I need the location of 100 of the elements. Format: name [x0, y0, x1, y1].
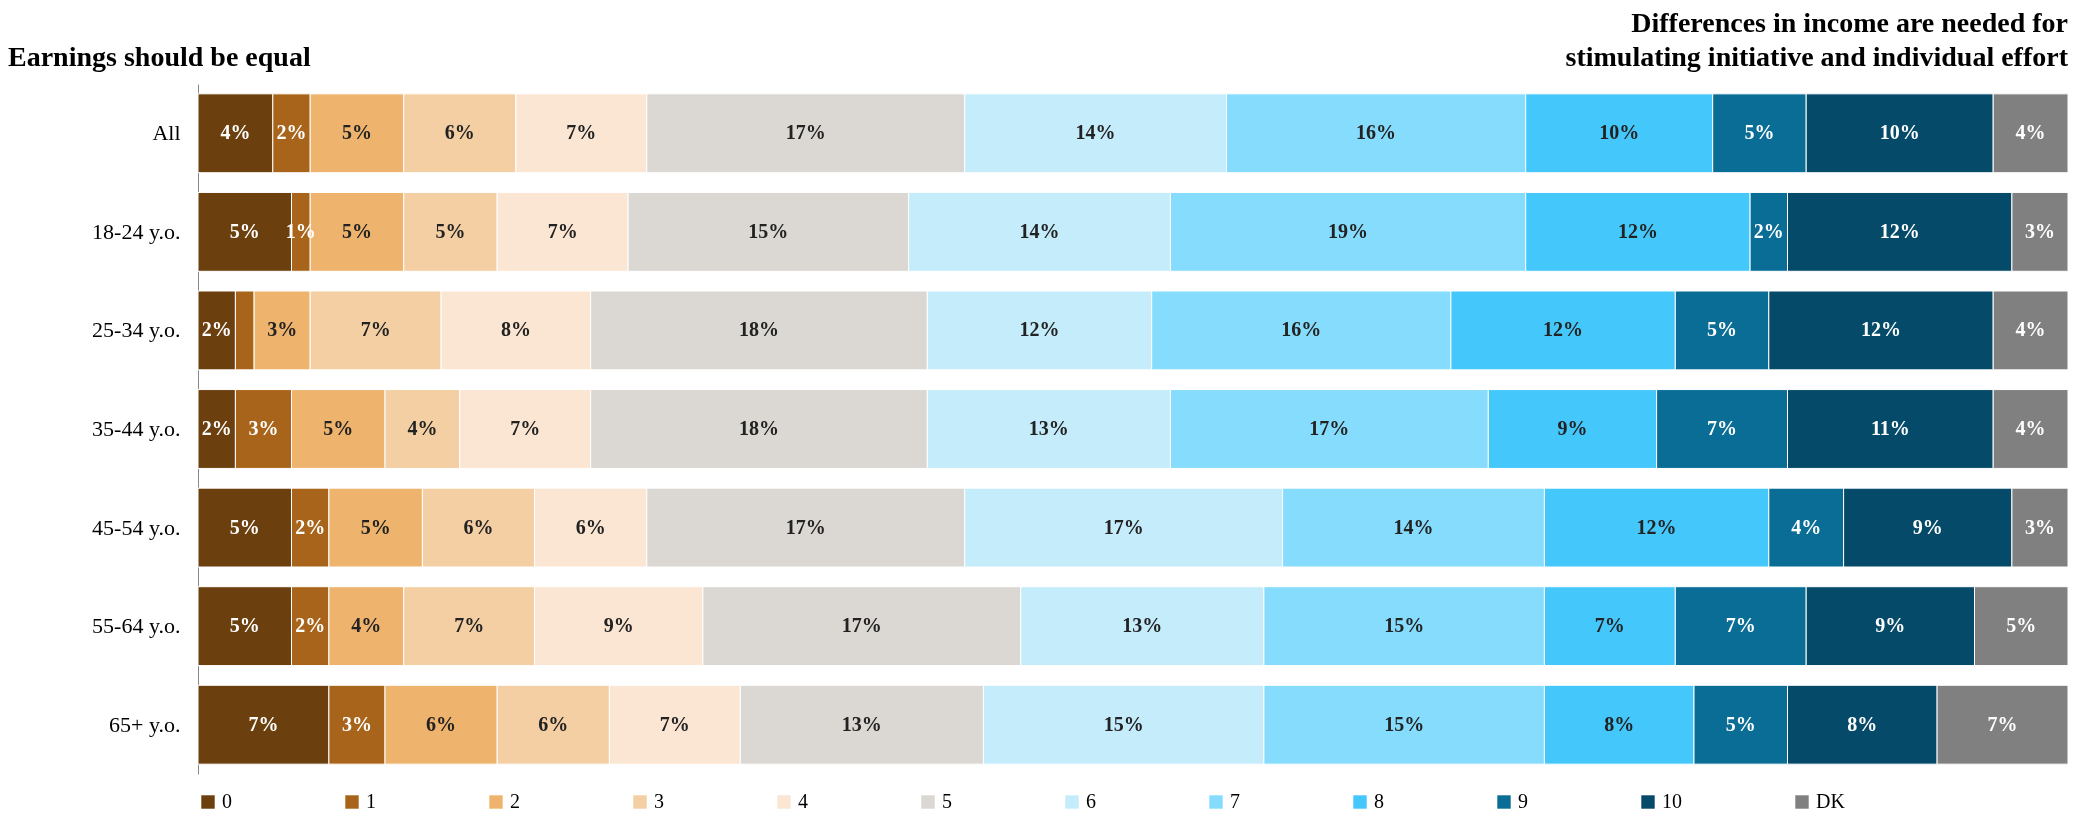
- data-label: 8%: [1604, 712, 1635, 735]
- legend-label: 4: [798, 790, 808, 812]
- data-label: 12%: [1879, 219, 1920, 242]
- data-label: 5%: [323, 417, 354, 439]
- data-label: 7%: [1594, 614, 1625, 637]
- data-label: 6%: [426, 712, 457, 735]
- data-label: 6%: [538, 712, 569, 735]
- y-tick-label: 35-44 y.o.: [92, 416, 181, 441]
- data-label: 15%: [748, 219, 789, 242]
- data-label: 3%: [2024, 219, 2055, 242]
- data-label: 5%: [435, 219, 466, 242]
- data-label: 17%: [1103, 515, 1144, 538]
- data-label: 13%: [841, 712, 882, 735]
- data-label: 18%: [739, 417, 779, 439]
- data-label: 2%: [295, 614, 326, 637]
- data-label: 7%: [248, 712, 279, 735]
- data-label: 2%: [295, 515, 326, 538]
- text: Differences in income are needed for stimulating initiative and individual effort: [1565, 7, 2069, 72]
- data-label: 5%: [229, 614, 260, 637]
- data-label: 10%: [1599, 121, 1640, 144]
- data-label: 5%: [341, 219, 372, 242]
- data-label: 7%: [1707, 417, 1738, 439]
- data-label: 6%: [444, 121, 475, 144]
- data-label: 14%: [1075, 121, 1116, 144]
- data-label: 5%: [229, 515, 260, 538]
- legend-label: 7: [1230, 790, 1240, 812]
- data-label: 2%: [1753, 219, 1784, 242]
- data-label: 17%: [1309, 417, 1350, 439]
- data-label: 13%: [1028, 417, 1069, 439]
- legend-label: DK: [1816, 790, 1846, 812]
- y-tick-label: All: [152, 120, 181, 146]
- legend-label: 10: [1662, 790, 1682, 812]
- data-label: 2%: [276, 121, 307, 144]
- data-label: 17%: [785, 515, 826, 538]
- legend-label: 5: [942, 790, 952, 812]
- data-label: 3%: [2024, 515, 2055, 538]
- text: Earnings should be equal: [8, 41, 311, 72]
- data-label: 4%: [2015, 121, 2046, 144]
- data-label: 12%: [1019, 318, 1060, 341]
- data-label: 12%: [1636, 515, 1677, 538]
- data-label: 10%: [1879, 121, 1920, 144]
- data-label: 2%: [201, 417, 232, 439]
- legend-label: 1: [366, 790, 376, 812]
- data-label: 5%: [1725, 712, 1756, 735]
- data-label: 7%: [510, 417, 541, 439]
- data-label: 15%: [1384, 712, 1425, 735]
- y-tick-label: 55-64 y.o.: [92, 613, 181, 639]
- legend-label: 6: [1086, 790, 1096, 812]
- data-label: 8%: [500, 318, 531, 341]
- legend-label: 8: [1374, 790, 1384, 812]
- data-label: 7%: [566, 121, 597, 144]
- data-label: 7%: [1987, 712, 2018, 735]
- data-label: 5%: [2006, 614, 2037, 637]
- data-label: 7%: [360, 318, 391, 341]
- y-tick-label: 18-24 y.o.: [92, 218, 181, 244]
- data-label: 7%: [454, 614, 485, 637]
- data-label: 5%: [341, 121, 372, 144]
- data-label: 14%: [1393, 515, 1434, 538]
- data-label: 5%: [1744, 121, 1775, 144]
- legend-label: 9: [1518, 790, 1528, 812]
- data-label: 7%: [1725, 614, 1756, 637]
- data-label: 7%: [547, 219, 578, 242]
- data-label: 4%: [220, 121, 251, 144]
- data-label: 4%: [2015, 318, 2046, 341]
- data-label: 4%: [1791, 515, 1822, 538]
- data-label: 3%: [341, 712, 372, 735]
- legend-label: 2: [510, 790, 520, 812]
- y-tick-label: 65+ y.o.: [109, 711, 181, 737]
- data-label: 18%: [739, 318, 779, 341]
- data-label: 2%: [201, 318, 232, 341]
- data-label: 6%: [575, 515, 606, 538]
- data-label: 4%: [407, 417, 438, 439]
- data-label: 12%: [1543, 318, 1584, 341]
- data-label: 5%: [229, 219, 260, 242]
- data-label: 6%: [463, 515, 494, 538]
- data-label: 19%: [1328, 219, 1369, 242]
- legend-label: 3: [654, 790, 664, 812]
- data-label: 13%: [1122, 614, 1163, 637]
- data-label: 4%: [351, 614, 382, 637]
- data-label: 3%: [248, 417, 279, 439]
- data-label: 5%: [1707, 318, 1738, 341]
- data-label: 16%: [1281, 318, 1322, 341]
- data-label: 15%: [1103, 712, 1144, 735]
- legend-label: 0: [222, 790, 232, 812]
- data-label: 14%: [1019, 219, 1060, 242]
- data-label: 12%: [1861, 318, 1901, 341]
- data-label: 7%: [659, 712, 690, 735]
- data-label: 17%: [841, 614, 882, 637]
- data-label: 9%: [603, 614, 634, 637]
- data-label: 8%: [1847, 712, 1878, 735]
- data-label: 15%: [1384, 614, 1425, 637]
- y-tick-label: 25-34 y.o.: [92, 317, 181, 343]
- data-label: 4%: [2015, 417, 2046, 439]
- data-label: 3%: [267, 318, 298, 341]
- data-label: 9%: [1557, 417, 1588, 439]
- y-tick-label: 45-54 y.o.: [92, 514, 181, 540]
- data-label: 5%: [360, 515, 391, 538]
- data-label: 12%: [1617, 219, 1658, 242]
- data-label: 17%: [785, 121, 826, 144]
- data-label: 9%: [1875, 614, 1906, 637]
